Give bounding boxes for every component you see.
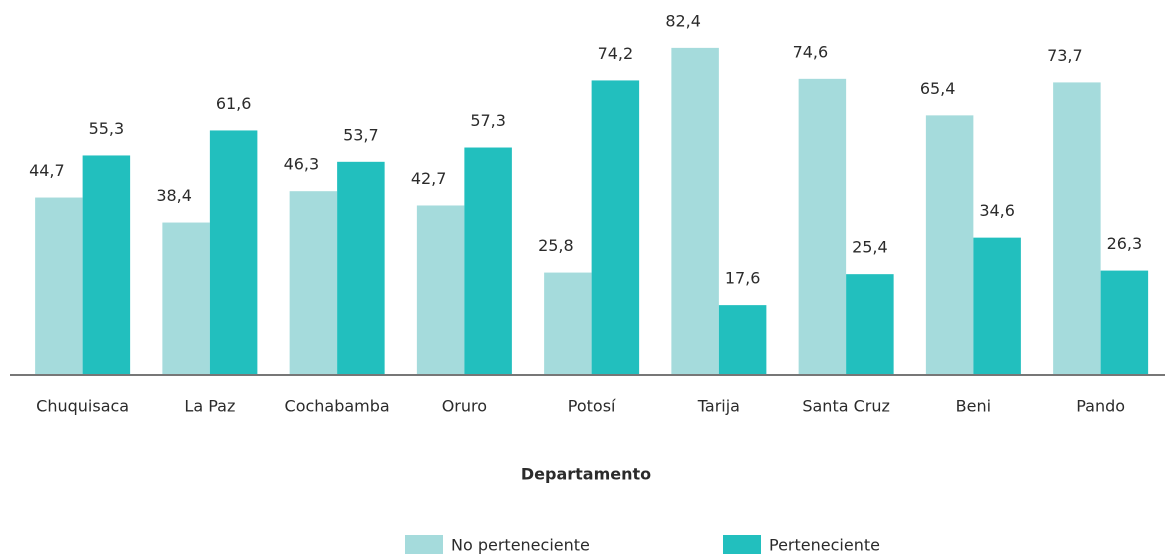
bar [925,115,974,375]
x-tick-label: Pando [1076,397,1125,416]
x-axis-title: Departamento [521,465,651,484]
bar [209,130,258,375]
bar [846,274,894,375]
data-label: 57,3 [470,111,506,130]
data-label: 74,2 [598,44,634,63]
x-tick-label: Santa Cruz [802,397,890,416]
bar [798,78,847,375]
data-label: 34,6 [979,201,1015,220]
data-label: 61,6 [216,94,252,113]
bar [1100,270,1149,375]
data-label: 25,4 [852,238,888,257]
bar [82,155,131,375]
x-tick-label: La Paz [184,397,235,416]
x-tick-label: Oruro [442,397,487,416]
data-label: 55,3 [89,119,125,138]
bar [162,222,210,375]
x-tick-label: Chuquisaca [36,397,129,416]
bar [289,191,338,375]
data-label: 25,8 [538,236,574,255]
bar [35,197,83,375]
bar [973,237,1021,375]
data-label: 26,3 [1107,234,1143,253]
data-label: 44,7 [29,161,65,180]
legend-swatch [405,535,443,554]
x-tick-label: Beni [956,397,991,416]
legend-swatch [723,535,761,554]
x-tick-label: Cochabamba [285,397,390,416]
data-label: 42,7 [411,169,447,188]
bar [718,305,767,375]
data-label: 65,4 [920,79,956,98]
bar [544,272,592,375]
bar [591,80,640,376]
data-label: 38,4 [156,186,192,205]
bar [671,47,719,375]
bar [464,147,512,375]
data-label: 46,3 [284,155,320,174]
legend-label: No perteneciente [451,536,590,554]
x-tick-label: Tarija [697,397,740,416]
legend-label: Perteneciente [769,536,880,554]
data-label: 73,7 [1047,46,1083,65]
data-label: 53,7 [343,125,379,144]
x-tick-label: Potosí [568,397,616,416]
data-label: 74,6 [793,42,829,61]
data-label: 82,4 [665,11,701,30]
bar [337,161,385,375]
bar [1053,82,1101,375]
bar [416,205,465,375]
data-label: 17,6 [725,269,761,288]
